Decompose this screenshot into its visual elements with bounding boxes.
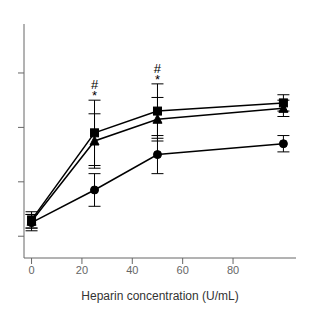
svg-text:*: *: [155, 72, 160, 87]
svg-text:80: 80: [227, 264, 239, 276]
svg-text:40: 40: [126, 264, 138, 276]
svg-text:*: *: [92, 88, 97, 103]
svg-text:20: 20: [76, 264, 88, 276]
svg-text:60: 60: [177, 264, 189, 276]
svg-text:0: 0: [28, 264, 34, 276]
svg-text:Heparin concentration (U/mL): Heparin concentration (U/mL): [81, 289, 238, 303]
